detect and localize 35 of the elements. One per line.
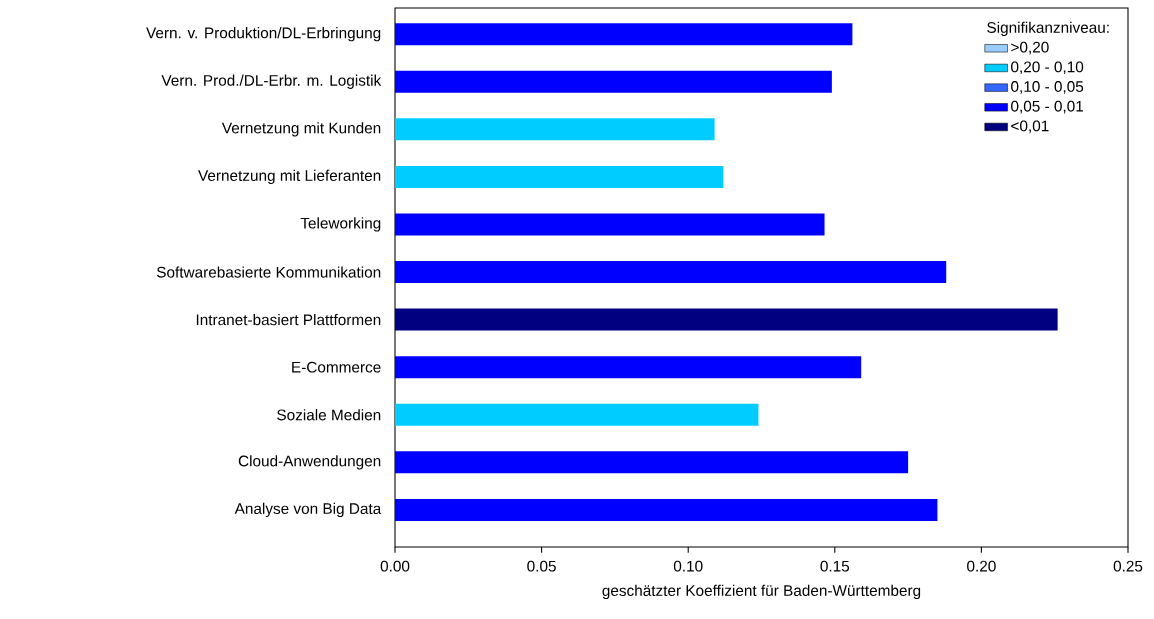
x-tick-label: 0.00 bbox=[380, 560, 410, 572]
bar bbox=[395, 308, 1058, 331]
bar bbox=[395, 70, 832, 93]
bar bbox=[395, 118, 715, 141]
bar bbox=[395, 213, 825, 236]
y-tick-label: Vernetzung mit Lieferanten bbox=[198, 169, 381, 185]
x-tick-label: 0.05 bbox=[527, 560, 556, 572]
bar bbox=[395, 23, 853, 46]
x-tick-label: 0.20 bbox=[967, 560, 996, 572]
bar bbox=[395, 356, 862, 379]
bar bbox=[395, 261, 947, 284]
bar bbox=[395, 165, 724, 188]
y-tick-label: Cloud-Anwendungen bbox=[238, 455, 381, 470]
legend-label: 0,20 - 0,10 bbox=[1011, 61, 1084, 75]
y-tick-label: Vern. v. Produktion/DL-Erbringung bbox=[146, 27, 381, 42]
x-axis-title: geschätzter Koeffizient für Baden-Württemberg bbox=[602, 584, 921, 600]
x-tick-label: 0.25 bbox=[1113, 560, 1143, 572]
bar bbox=[395, 498, 938, 521]
y-tick-label: Vernetzung mit Kunden bbox=[221, 122, 381, 137]
legend-label: 0,10 - 0,05 bbox=[1011, 81, 1084, 94]
bar bbox=[395, 403, 759, 426]
y-tick-label: Intranet-basiert Plattformen bbox=[196, 313, 381, 326]
legend-label: 0,05 - 0,01 bbox=[1011, 100, 1084, 114]
legend-label: >0,20 bbox=[1011, 41, 1049, 55]
y-tick-label: Analyse von Big Data bbox=[234, 502, 382, 518]
x-tick-label: 0.15 bbox=[820, 560, 850, 572]
y-tick-label: Teleworking bbox=[300, 217, 381, 232]
y-tick-label: Softwarebasierte Kommunikation bbox=[156, 266, 381, 278]
bar bbox=[395, 451, 909, 474]
legend-title: Signifikanzniveau: bbox=[987, 21, 1109, 36]
y-tick-label: Vern. Prod./DL-Erbr. m. Logistik bbox=[161, 74, 382, 89]
y-tick-label: E-Commerce bbox=[292, 361, 381, 373]
legend-label: <0,01 bbox=[1011, 120, 1049, 134]
y-tick-label: Soziale Medien bbox=[277, 409, 381, 421]
x-tick-label: 0.10 bbox=[673, 560, 703, 572]
